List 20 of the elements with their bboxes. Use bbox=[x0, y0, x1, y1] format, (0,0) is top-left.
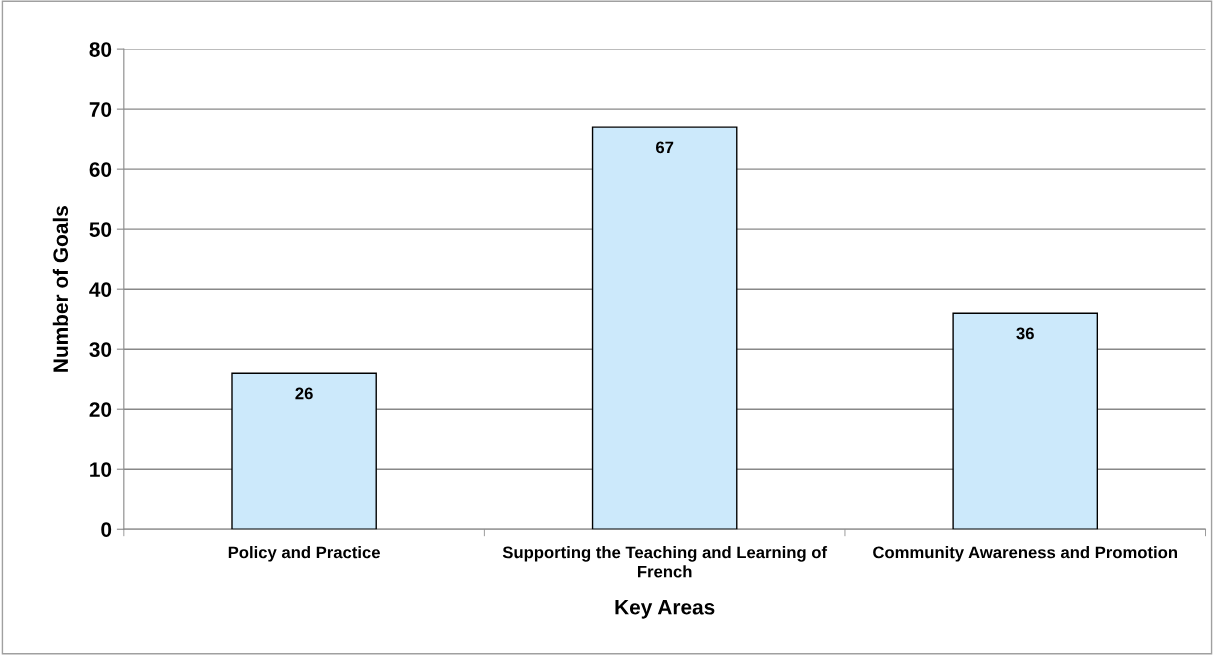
bar bbox=[952, 312, 1099, 530]
y-tick-label: 60 bbox=[89, 162, 112, 177]
y-tick-label: 70 bbox=[89, 102, 112, 117]
y-tick-label: 30 bbox=[89, 342, 112, 357]
x-tick-label: Supporting the Teaching and Learning of French bbox=[502, 546, 828, 578]
x-tick-label: Policy and Practice bbox=[228, 546, 380, 562]
y-tick-label: 50 bbox=[89, 222, 112, 237]
y-axis-title: Number of Goals bbox=[52, 206, 69, 372]
x-tick-label: Community Awareness and Promotion bbox=[873, 546, 1177, 562]
bar bbox=[591, 126, 738, 530]
data-label: 67 bbox=[656, 141, 674, 154]
data-label: 36 bbox=[1016, 327, 1034, 340]
y-tick-label: 20 bbox=[89, 402, 112, 417]
y-tick-label: 80 bbox=[89, 42, 112, 57]
bar bbox=[231, 372, 377, 530]
y-tick-label: 10 bbox=[90, 462, 112, 477]
x-axis-title: Key Areas bbox=[615, 600, 715, 619]
data-label: 26 bbox=[295, 387, 313, 400]
y-tick-label: 40 bbox=[89, 282, 112, 297]
y-tick-label: 0 bbox=[101, 522, 112, 537]
